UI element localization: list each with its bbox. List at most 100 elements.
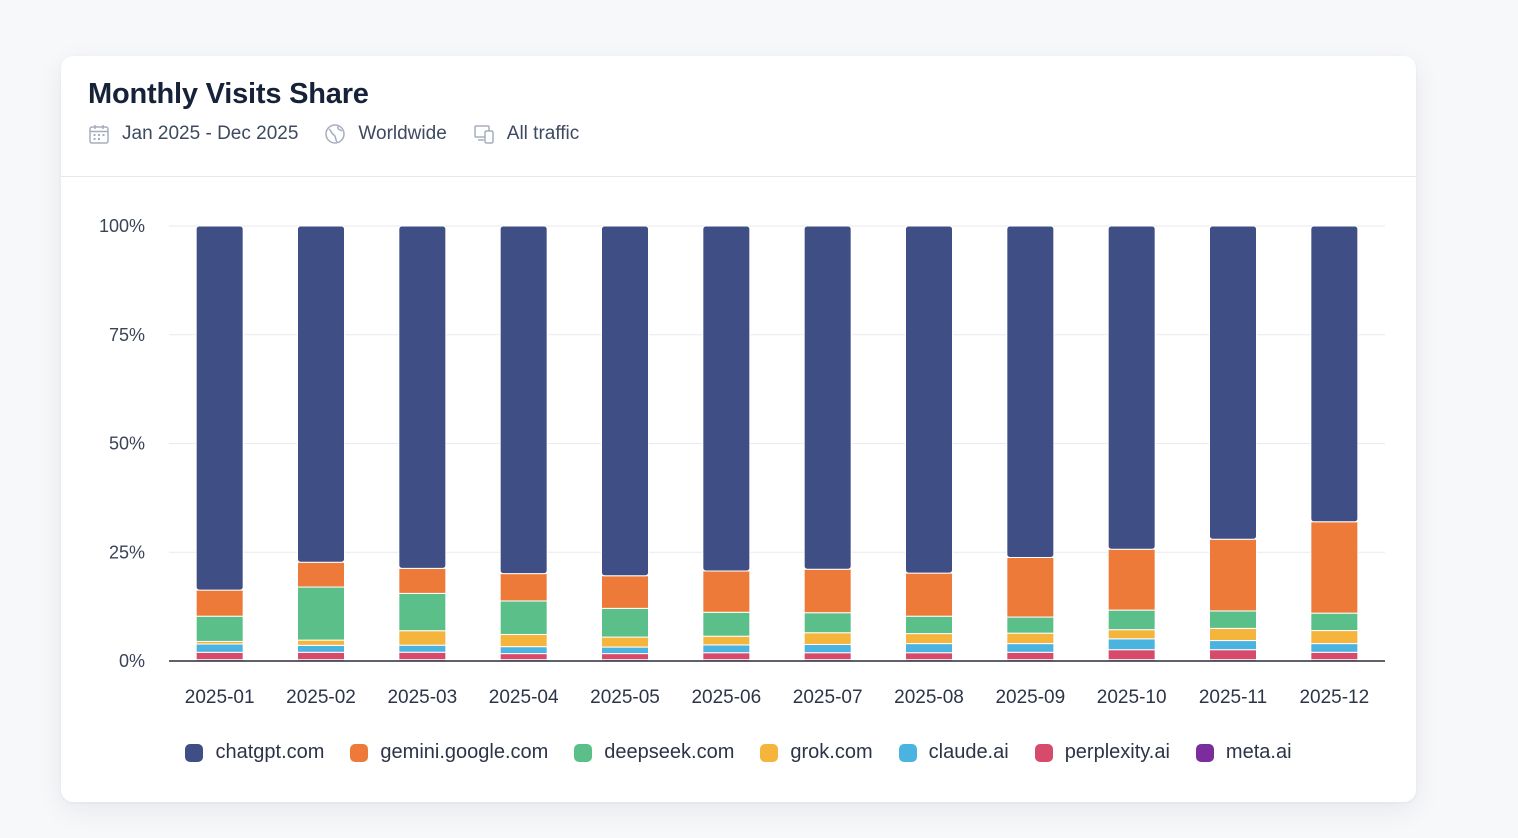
bar-stack-2025-05[interactable] [601,225,649,662]
region-filter[interactable]: Worldwide [324,123,447,145]
bar-segment-claude-ai[interactable] [702,644,751,654]
x-tick-label: 2025-06 [691,687,761,708]
bar-segment-grok-com[interactable] [702,635,751,646]
bar-segment-grok-com[interactable] [905,633,953,645]
legend-item-claude-ai[interactable]: claude.ai [898,741,1009,764]
legend-item-chatgpt-com[interactable]: chatgpt.com [185,741,324,764]
bar-stack-2025-10[interactable] [1107,225,1156,662]
bar-stack-2025-09[interactable] [1006,225,1055,662]
bar-segment-grok-com[interactable] [803,632,852,645]
bar-segment-deepseek-com[interactable] [1006,616,1055,634]
bar-segment-claude-ai[interactable] [803,643,852,654]
bar-segment-deepseek-com[interactable] [1107,609,1156,631]
bar-segment-deepseek-com[interactable] [195,615,244,642]
legend-item-grok-com[interactable]: grok.com [760,741,873,764]
bar-segment-deepseek-com[interactable] [1209,610,1257,629]
bar-segment-gemini-google-com[interactable] [601,575,649,609]
legend-label: deepseek.com [604,741,735,763]
bar-segment-chatgpt-com[interactable] [398,225,447,569]
bar-segment-gemini-google-com[interactable] [398,567,447,594]
bar-segment-gemini-google-com[interactable] [1107,548,1156,611]
legend-item-meta-ai[interactable]: meta.ai [1195,741,1292,764]
legend-swatch [1034,743,1053,762]
legend-item-deepseek-com[interactable]: deepseek.com [574,741,734,764]
legend-item-gemini-google-com[interactable]: gemini.google.com [350,741,548,764]
bar-segment-perplexity-ai[interactable] [297,651,345,661]
bar-segment-deepseek-com[interactable] [702,611,751,637]
bar-segment-deepseek-com[interactable] [1310,612,1359,632]
bar-segment-claude-ai[interactable] [499,646,548,655]
bar-segment-perplexity-ai[interactable] [499,653,548,661]
bar-segment-grok-com[interactable] [499,633,548,648]
bar-segment-chatgpt-com[interactable] [297,225,345,563]
bar-segment-claude-ai[interactable] [1310,643,1359,653]
bar-segment-perplexity-ai[interactable] [1209,649,1257,661]
bar-segment-perplexity-ai[interactable] [1107,649,1156,661]
bar-segment-claude-ai[interactable] [398,644,447,653]
bar-segment-perplexity-ai[interactable] [905,652,953,661]
bar-segment-deepseek-com[interactable] [499,600,548,635]
bar-segment-claude-ai[interactable] [601,646,649,655]
bar-segment-grok-com[interactable] [1107,629,1156,640]
bar-segment-gemini-google-com[interactable] [803,568,852,614]
bar-segment-chatgpt-com[interactable] [1107,225,1156,550]
bar-segment-claude-ai[interactable] [1006,643,1055,653]
bar-segment-chatgpt-com[interactable] [905,225,953,574]
bar-stack-2025-03[interactable] [398,225,447,662]
bar-segment-chatgpt-com[interactable] [1006,225,1055,558]
legend-item-perplexity-ai[interactable]: perplexity.ai [1034,741,1170,764]
bar-stack-2025-11[interactable] [1209,225,1257,662]
bar-segment-chatgpt-com[interactable] [1209,225,1257,540]
bar-segment-chatgpt-com[interactable] [803,225,852,570]
x-tick-label: 2025-02 [286,687,356,708]
traffic-label: All traffic [506,123,580,144]
bar-stack-2025-02[interactable] [297,225,345,662]
bar-segment-gemini-google-com[interactable] [1006,556,1055,618]
bar-segment-gemini-google-com[interactable] [1209,538,1257,612]
x-tick-label: 2025-05 [590,687,660,708]
bar-segment-chatgpt-com[interactable] [195,225,244,591]
bar-segment-grok-com[interactable] [398,630,447,646]
bar-segment-gemini-google-com[interactable] [499,573,548,602]
bar-stack-2025-01[interactable] [195,225,244,662]
bar-stack-2025-08[interactable] [905,225,953,662]
bar-segment-perplexity-ai[interactable] [398,651,447,661]
bar-segment-perplexity-ai[interactable] [1006,651,1055,661]
bar-segment-gemini-google-com[interactable] [905,572,953,617]
bar-segment-claude-ai[interactable] [195,643,244,653]
bar-stack-2025-04[interactable] [499,225,548,662]
bar-segment-deepseek-com[interactable] [601,607,649,638]
date-range-filter[interactable]: Jan 2025 - Dec 2025 [88,123,298,145]
bar-segment-grok-com[interactable] [1209,627,1257,642]
bar-stack-2025-12[interactable] [1310,225,1359,662]
bar-segment-chatgpt-com[interactable] [702,225,751,572]
bar-segment-gemini-google-com[interactable] [702,570,751,613]
bar-segment-grok-com[interactable] [297,639,345,646]
bar-segment-grok-com[interactable] [1006,632,1055,645]
bar-segment-chatgpt-com[interactable] [601,225,649,577]
bar-segment-grok-com[interactable] [1310,630,1359,645]
bar-segment-gemini-google-com[interactable] [297,561,345,588]
bar-segment-gemini-google-com[interactable] [195,589,244,617]
bar-segment-gemini-google-com[interactable] [1310,521,1359,614]
bar-segment-claude-ai[interactable] [905,643,953,654]
bar-stack-2025-06[interactable] [702,225,751,662]
bar-segment-deepseek-com[interactable] [398,592,447,632]
bar-segment-claude-ai[interactable] [297,644,345,653]
traffic-filter[interactable]: All traffic [473,123,580,145]
bar-segment-perplexity-ai[interactable] [195,651,244,661]
bar-segment-chatgpt-com[interactable] [1310,225,1359,523]
bar-segment-claude-ai[interactable] [1107,638,1156,651]
bar-segment-perplexity-ai[interactable] [803,652,852,661]
bar-stack-2025-07[interactable] [803,225,852,662]
bar-segment-chatgpt-com[interactable] [499,225,548,575]
bar-segment-perplexity-ai[interactable] [1310,651,1359,661]
bar-segment-claude-ai[interactable] [1209,640,1257,651]
bar-segment-grok-com[interactable] [601,636,649,648]
bar-segment-perplexity-ai[interactable] [702,652,751,661]
region-label: Worldwide [358,123,447,144]
bar-segment-deepseek-com[interactable] [803,612,852,634]
bar-segment-deepseek-com[interactable] [297,586,345,641]
bar-segment-perplexity-ai[interactable] [601,653,649,661]
bar-segment-deepseek-com[interactable] [905,615,953,635]
